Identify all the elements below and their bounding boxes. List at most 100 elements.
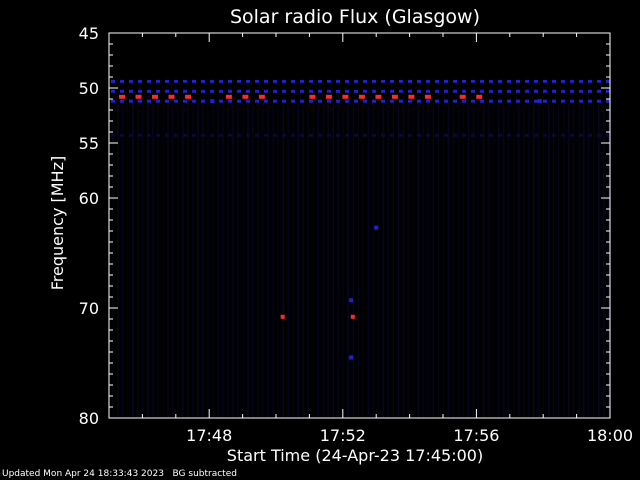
hot-band-mark — [225, 94, 232, 99]
faint-column — [367, 104, 370, 418]
faint-column — [572, 104, 575, 418]
blue-band-mark — [345, 89, 349, 93]
blue-band-mark — [345, 99, 349, 103]
hot-band-mark — [119, 94, 126, 99]
hot-band-mark — [152, 94, 159, 99]
faint-column — [182, 104, 184, 418]
blue-band-mark — [273, 89, 277, 93]
hot-band-mark — [408, 94, 415, 99]
blue-band-mark — [543, 133, 547, 137]
faint-column — [452, 104, 455, 418]
faint-column — [187, 104, 189, 418]
blue-band-mark — [435, 133, 439, 137]
blue-band-mark — [390, 133, 394, 137]
blue-band-mark — [525, 133, 529, 137]
faint-column — [257, 104, 259, 418]
blue-band-mark — [390, 89, 394, 93]
blue-band-mark — [174, 133, 178, 137]
blue-band-mark — [534, 99, 538, 103]
blue-band-mark — [435, 89, 439, 93]
faint-column — [267, 104, 269, 418]
faint-column — [332, 104, 335, 418]
blue-band-mark — [381, 89, 385, 93]
y-tick-label: 70 — [79, 299, 99, 318]
blue-band-mark — [498, 89, 502, 93]
blue-band-mark — [507, 99, 511, 103]
blue-band-mark — [309, 89, 313, 93]
faint-column — [477, 104, 480, 418]
blue-band-mark — [111, 79, 115, 83]
faint-column — [127, 104, 129, 418]
blue-band-mark — [480, 133, 484, 137]
blue-band-mark — [552, 89, 556, 93]
blue-band-mark — [444, 79, 448, 83]
blue-band-mark — [390, 99, 394, 103]
faint-column — [242, 104, 244, 418]
faint-column — [327, 104, 330, 418]
blue-band-mark — [129, 133, 133, 137]
blue-band-mark — [300, 79, 304, 83]
blue-band-mark — [417, 133, 421, 137]
blue-band-mark — [507, 133, 511, 137]
blue-band-mark — [210, 89, 214, 93]
faint-column — [507, 104, 510, 418]
blue-band-mark — [282, 133, 286, 137]
blue-band-mark — [237, 79, 241, 83]
blue-band-mark — [372, 79, 376, 83]
blue-band-mark — [336, 79, 340, 83]
blue-band-mark — [354, 79, 358, 83]
blue-band-mark — [291, 99, 295, 103]
blue-band-mark — [291, 89, 295, 93]
plot-frame — [108, 32, 611, 419]
faint-column — [262, 104, 264, 418]
blue-band-mark — [318, 99, 322, 103]
faint-column — [527, 104, 530, 418]
faint-column — [537, 104, 540, 418]
hot-spot — [350, 314, 355, 319]
faint-column — [317, 104, 320, 418]
blue-band-mark — [165, 99, 169, 103]
blue-band-mark — [399, 79, 403, 83]
faint-column — [567, 104, 570, 418]
blue-band-mark — [471, 89, 475, 93]
blue-band-mark — [363, 79, 367, 83]
blue-band-mark — [507, 79, 511, 83]
faint-column — [347, 104, 350, 418]
faint-column — [427, 104, 430, 418]
blue-band-mark — [408, 133, 412, 137]
blue-band-mark — [228, 79, 232, 83]
blue-band-mark — [120, 133, 124, 137]
blue-band-mark — [129, 99, 133, 103]
blue-band-mark — [219, 89, 223, 93]
faint-column — [402, 104, 405, 418]
blue-band-mark — [327, 133, 331, 137]
blue-band-mark — [480, 99, 484, 103]
blue-band-mark — [498, 133, 502, 137]
blue-spot — [349, 298, 354, 303]
faint-column — [417, 104, 420, 418]
faint-column — [232, 104, 234, 418]
blue-band-mark — [417, 79, 421, 83]
blue-band-mark — [561, 133, 565, 137]
blue-band-mark — [534, 89, 538, 93]
blue-band-mark — [552, 99, 556, 103]
blue-band-mark — [147, 133, 151, 137]
blue-band-mark — [462, 89, 466, 93]
blue-band-mark — [543, 89, 547, 93]
faint-column — [277, 104, 279, 418]
faint-column — [547, 104, 550, 418]
blue-band-mark — [237, 89, 241, 93]
hot-band-mark — [185, 94, 192, 99]
faint-column — [237, 104, 239, 418]
blue-band-mark — [399, 99, 403, 103]
blue-band-mark — [300, 89, 304, 93]
faint-column — [177, 104, 179, 418]
blue-band-mark — [246, 89, 250, 93]
y-tick-label: 50 — [79, 79, 99, 98]
blue-band-mark — [156, 89, 160, 93]
faint-column — [167, 104, 169, 418]
blue-band-mark — [300, 133, 304, 137]
faint-column — [162, 104, 164, 418]
blue-band-mark — [345, 133, 349, 137]
blue-band-mark — [462, 99, 466, 103]
